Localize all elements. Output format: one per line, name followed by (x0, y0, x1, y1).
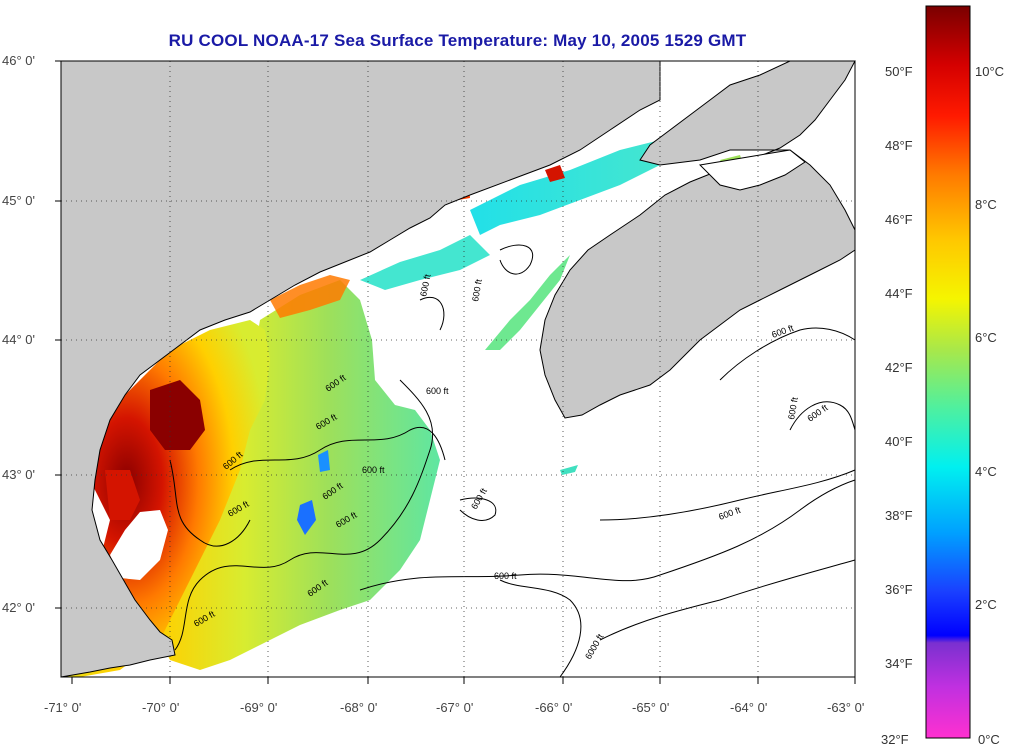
cb-f-36: 36°F (885, 582, 913, 597)
cb-f-42: 42°F (885, 360, 913, 375)
lat-label-44: 44° 0' (2, 332, 35, 347)
lon-label-65: -65° 0' (632, 700, 669, 715)
colorbar (925, 5, 971, 739)
longitude-labels: -71° 0' -70° 0' -69° 0' -68° 0' -67° 0' … (44, 700, 864, 715)
lon-label-64: -64° 0' (730, 700, 767, 715)
lon-label-63: -63° 0' (827, 700, 864, 715)
lat-label-45: 45° 0' (2, 193, 35, 208)
lon-label-71: -71° 0' (44, 700, 81, 715)
contour-label-7: 600 ft (786, 396, 800, 420)
contour-label-16: 600 ft (494, 571, 517, 581)
lon-label-68: -68° 0' (340, 700, 377, 715)
nova-scotia-land (539, 60, 856, 419)
bathymetry-contours (169, 244, 856, 678)
lon-label-70: -70° 0' (142, 700, 179, 715)
cb-f-32: 32°F (881, 732, 909, 747)
cape-cod-cloud (110, 510, 168, 580)
contour-labels: 600 ft 600 ft 600 ft 600 ft 600 ft 600 f… (192, 273, 830, 661)
land-masses (60, 60, 856, 678)
cb-f-46: 46°F (885, 212, 913, 227)
contour-label-10: 600 ft (362, 465, 385, 475)
latitude-labels: 46° 0' 45° 0' 44° 0' 43° 0' 42° 0' (2, 53, 35, 615)
axis-ticks (55, 60, 856, 684)
cb-f-38: 38°F (885, 508, 913, 523)
lat-label-43: 43° 0' (2, 467, 35, 482)
cb-f-48: 48°F (885, 138, 913, 153)
colorbar-c-labels: 10°C 8°C 6°C 4°C 2°C 0°C (975, 64, 1004, 747)
sst-field (65, 64, 745, 677)
cb-f-40: 40°F (885, 434, 913, 449)
nova-scotia-inner (698, 149, 806, 191)
contour-label-5: 600 ft (426, 386, 449, 396)
map-title: RU COOL NOAA-17 Sea Surface Temperature:… (168, 31, 747, 50)
cb-f-34: 34°F (885, 656, 913, 671)
cb-f-44: 44°F (885, 286, 913, 301)
contour-label-1: 600 ft (418, 273, 433, 298)
lon-label-67: -67° 0' (436, 700, 473, 715)
cb-c-2: 2°C (975, 597, 997, 612)
lon-label-69: -69° 0' (240, 700, 277, 715)
cb-c-4: 4°C (975, 464, 997, 479)
map-border (60, 60, 856, 678)
cb-c-0: 0°C (978, 732, 1000, 747)
cb-c-10: 10°C (975, 64, 1004, 79)
lat-label-46: 46° 0' (2, 53, 35, 68)
lon-label-66: -66° 0' (535, 700, 572, 715)
contour-label-2: 600 ft (470, 278, 484, 302)
cb-c-6: 6°C (975, 330, 997, 345)
new-england-land (60, 60, 661, 678)
colorbar-f-labels: 50°F 48°F 46°F 44°F 42°F 40°F 38°F 36°F … (881, 64, 913, 747)
lat-label-42: 42° 0' (2, 600, 35, 615)
cb-f-50: 50°F (885, 64, 913, 79)
cb-c-8: 8°C (975, 197, 997, 212)
